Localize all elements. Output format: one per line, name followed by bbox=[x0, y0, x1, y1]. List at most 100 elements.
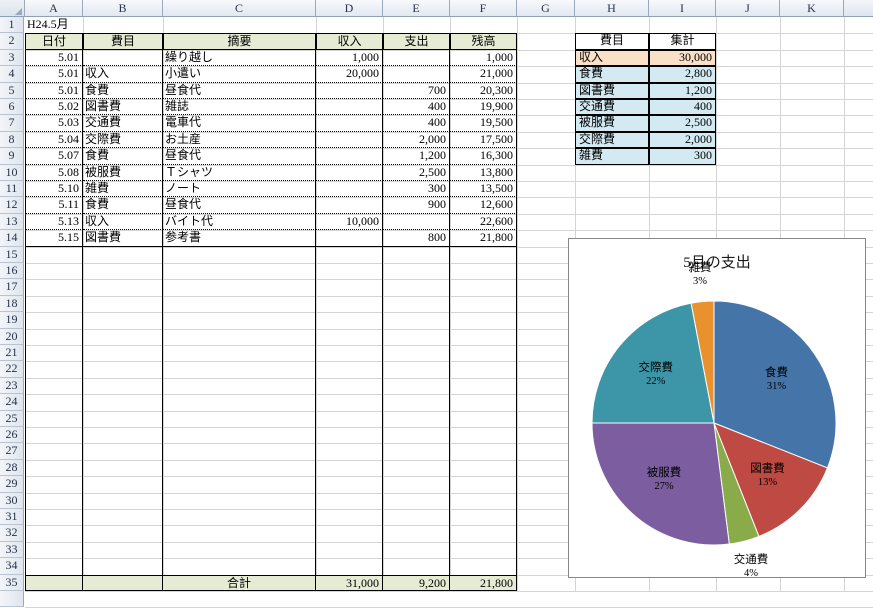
ledger-row-3-desc[interactable]: 雑誌 bbox=[163, 99, 316, 116]
ledger-row-9-balance[interactable]: 12,600 bbox=[450, 197, 517, 214]
ledger-empty-e-30[interactable] bbox=[383, 492, 450, 509]
ledger-row-1-income[interactable]: 20,000 bbox=[316, 66, 383, 83]
ledger-empty-e-23[interactable] bbox=[383, 377, 450, 395]
ledger-empty-b-29[interactable] bbox=[83, 476, 163, 493]
pie-label-2[interactable]: 交通費 4% bbox=[711, 554, 791, 580]
row-header-5[interactable]: 5 bbox=[0, 82, 24, 99]
ledger-row-5-income[interactable] bbox=[316, 131, 383, 149]
ledger-empty-a-16[interactable] bbox=[25, 263, 83, 280]
ledger-row-7-date[interactable]: 5.08 bbox=[25, 164, 83, 181]
ledger-period-title[interactable]: H24.5月 bbox=[27, 17, 69, 31]
pie-slice-1[interactable] bbox=[713, 422, 829, 538]
ledger-empty-a-26[interactable] bbox=[25, 427, 83, 444]
ledger-empty-a-15[interactable] bbox=[25, 246, 83, 263]
row-header-34[interactable]: 34 bbox=[0, 558, 24, 575]
row-header-35[interactable]: 35 bbox=[0, 574, 24, 591]
ledger-row-8-date[interactable]: 5.10 bbox=[25, 181, 83, 198]
ledger-total-label[interactable]: 合計 bbox=[163, 574, 316, 591]
ledger-empty-a-30[interactable] bbox=[25, 492, 83, 509]
ledger-empty-f-21[interactable] bbox=[450, 345, 517, 362]
ledger-empty-c-19[interactable] bbox=[163, 312, 316, 329]
ledger-row-4-desc[interactable]: 電車代 bbox=[163, 115, 316, 132]
row-header-20[interactable]: 20 bbox=[0, 328, 24, 345]
ledger-row-11-desc[interactable]: 参考書 bbox=[163, 230, 316, 247]
ledger-total-income[interactable]: 31,000 bbox=[316, 574, 383, 591]
ledger-empty-c-27[interactable] bbox=[163, 443, 316, 460]
ledger-empty-b-34[interactable] bbox=[83, 558, 163, 575]
ledger-empty-b-21[interactable] bbox=[83, 345, 163, 362]
summary-header-total[interactable]: 集計 bbox=[649, 33, 716, 50]
pie-label-4[interactable]: 交際費 22% bbox=[616, 362, 696, 388]
ledger-row-11-income[interactable] bbox=[316, 230, 383, 247]
row-header-24[interactable]: 24 bbox=[0, 394, 24, 411]
column-header-d[interactable]: D bbox=[316, 0, 383, 16]
ledger-row-6-desc[interactable]: 昼食代 bbox=[163, 148, 316, 165]
ledger-empty-f-15[interactable] bbox=[450, 246, 517, 263]
ledger-empty-b-26[interactable] bbox=[83, 427, 163, 444]
ledger-row-8-category[interactable]: 雑費 bbox=[83, 181, 163, 198]
ledger-empty-a-19[interactable] bbox=[25, 312, 83, 329]
ledger-empty-c-33[interactable] bbox=[163, 541, 316, 559]
row-header-32[interactable]: 32 bbox=[0, 525, 24, 542]
ledger-empty-d-23[interactable] bbox=[316, 377, 383, 395]
ledger-row-3-category[interactable]: 図書費 bbox=[83, 99, 163, 116]
row-header-17[interactable]: 17 bbox=[0, 279, 24, 296]
column-header-c[interactable]: C bbox=[163, 0, 316, 16]
ledger-row-5-balance[interactable]: 17,500 bbox=[450, 131, 517, 149]
select-all-corner[interactable] bbox=[0, 0, 25, 16]
ledger-row-2-balance[interactable]: 20,300 bbox=[450, 82, 517, 99]
ledger-header-2[interactable]: 摘要 bbox=[163, 33, 316, 50]
ledger-empty-d-21[interactable] bbox=[316, 345, 383, 362]
column-header-j[interactable]: J bbox=[716, 0, 780, 16]
ledger-empty-e-27[interactable] bbox=[383, 443, 450, 460]
ledger-row-2-expense[interactable]: 700 bbox=[383, 82, 450, 99]
ledger-empty-e-34[interactable] bbox=[383, 558, 450, 575]
ledger-header-4[interactable]: 支出 bbox=[383, 33, 450, 50]
ledger-empty-d-32[interactable] bbox=[316, 525, 383, 542]
ledger-row-10-category[interactable]: 収入 bbox=[83, 213, 163, 231]
ledger-row-7-category[interactable]: 被服費 bbox=[83, 164, 163, 181]
ledger-row-3-date[interactable]: 5.02 bbox=[25, 99, 83, 116]
ledger-empty-e-24[interactable] bbox=[383, 394, 450, 411]
row-header-3[interactable]: 3 bbox=[0, 49, 24, 67]
ledger-row-11-expense[interactable]: 800 bbox=[383, 230, 450, 247]
ledger-row-8-balance[interactable]: 13,500 bbox=[450, 181, 517, 198]
ledger-empty-f-24[interactable] bbox=[450, 394, 517, 411]
pie-label-3[interactable]: 被服費 27% bbox=[624, 467, 704, 493]
ledger-row-1-balance[interactable]: 21,000 bbox=[450, 66, 517, 83]
ledger-empty-f-19[interactable] bbox=[450, 312, 517, 329]
row-header-13[interactable]: 13 bbox=[0, 213, 24, 231]
row-header-22[interactable]: 22 bbox=[0, 361, 24, 378]
ledger-empty-f-25[interactable] bbox=[450, 410, 517, 427]
ledger-empty-b-20[interactable] bbox=[83, 328, 163, 345]
row-header-19[interactable]: 19 bbox=[0, 312, 24, 329]
summary-header-category[interactable]: 費目 bbox=[575, 33, 649, 50]
ledger-row-5-date[interactable]: 5.04 bbox=[25, 131, 83, 149]
ledger-header-0[interactable]: 日付 bbox=[25, 33, 83, 50]
ledger-row-10-desc[interactable]: バイト代 bbox=[163, 213, 316, 231]
ledger-total-pad-a[interactable] bbox=[25, 574, 83, 591]
pie-slice-0[interactable] bbox=[713, 300, 837, 469]
ledger-empty-f-26[interactable] bbox=[450, 427, 517, 444]
pie-label-0[interactable]: 食費 31% bbox=[737, 367, 817, 393]
row-header-25[interactable]: 25 bbox=[0, 410, 24, 427]
row-header-14[interactable]: 14 bbox=[0, 230, 24, 247]
ledger-empty-d-31[interactable] bbox=[316, 509, 383, 526]
ledger-empty-d-27[interactable] bbox=[316, 443, 383, 460]
ledger-row-5-category[interactable]: 交際費 bbox=[83, 131, 163, 149]
summary-row-0-name[interactable]: 収入 bbox=[575, 49, 649, 67]
ledger-empty-c-18[interactable] bbox=[163, 295, 316, 313]
column-header-k[interactable]: K bbox=[780, 0, 844, 16]
ledger-empty-d-24[interactable] bbox=[316, 394, 383, 411]
ledger-row-1-category[interactable]: 収入 bbox=[83, 66, 163, 83]
summary-row-4-name[interactable]: 被服費 bbox=[575, 115, 649, 132]
summary-row-2-value[interactable]: 1,200 bbox=[649, 82, 716, 99]
ledger-empty-d-34[interactable] bbox=[316, 558, 383, 575]
ledger-row-10-income[interactable]: 10,000 bbox=[316, 213, 383, 231]
ledger-empty-a-34[interactable] bbox=[25, 558, 83, 575]
ledger-row-3-expense[interactable]: 400 bbox=[383, 99, 450, 116]
ledger-empty-b-27[interactable] bbox=[83, 443, 163, 460]
ledger-empty-e-15[interactable] bbox=[383, 246, 450, 263]
ledger-empty-f-17[interactable] bbox=[450, 279, 517, 296]
ledger-empty-b-16[interactable] bbox=[83, 263, 163, 280]
